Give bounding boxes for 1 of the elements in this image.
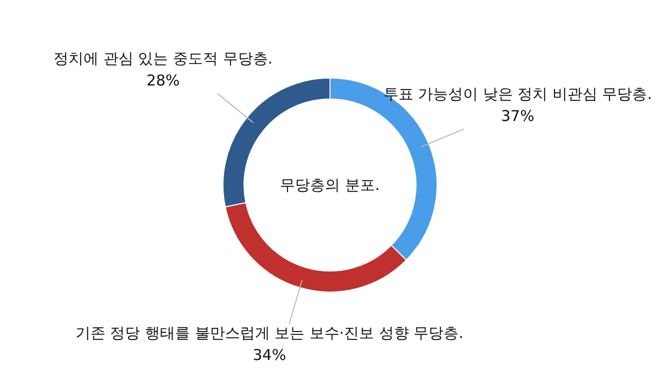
title: 무당층의 분포. [280, 176, 380, 194]
